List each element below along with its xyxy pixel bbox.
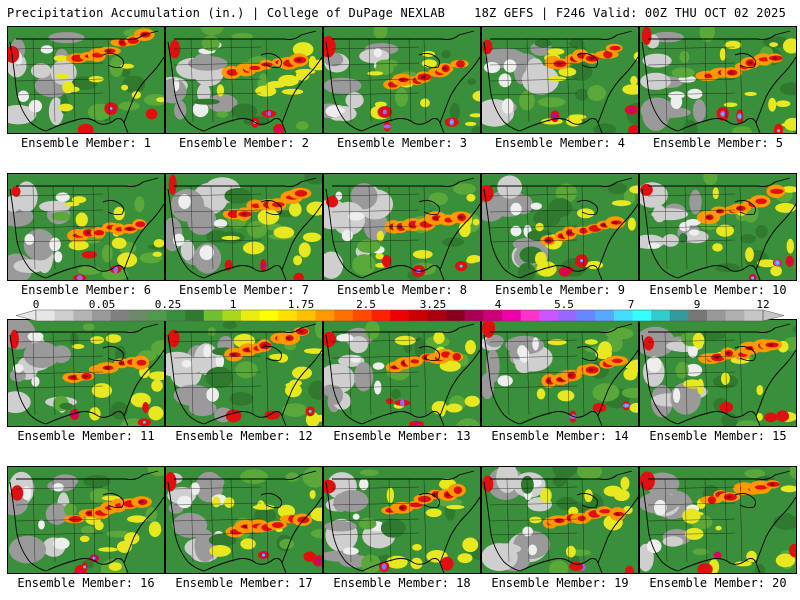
- ensemble-panel: Ensemble Member: 11: [7, 319, 165, 443]
- ensemble-panel: Ensemble Member: 20: [639, 466, 797, 590]
- precip-map: [481, 26, 639, 134]
- colorbar-tick-label: 1: [229, 298, 237, 311]
- ensemble-panel: Ensemble Member: 13: [323, 319, 481, 443]
- precip-map: [7, 26, 165, 134]
- colorbar-tick-label: 12: [756, 298, 770, 311]
- precip-map: [7, 319, 165, 427]
- ensemble-panel: Ensemble Member: 6: [7, 173, 165, 297]
- ensemble-panel: Ensemble Member: 2: [165, 26, 323, 150]
- precip-map: [7, 466, 165, 574]
- ensemble-member-label: Ensemble Member: 4: [494, 136, 626, 150]
- ensemble-panel: Ensemble Member: 3: [323, 26, 481, 150]
- ensemble-member-label: Ensemble Member: 17: [175, 576, 313, 590]
- ensemble-panel: Ensemble Member: 10: [639, 173, 797, 297]
- ensemble-panel: Ensemble Member: 1: [7, 26, 165, 150]
- ensemble-panel: Ensemble Member: 12: [165, 319, 323, 443]
- colorbar-tick-label: 1.75: [287, 298, 315, 311]
- colorbar-tick-label: 5.5: [554, 298, 574, 311]
- colorbar-tick-label: 7: [627, 298, 635, 311]
- ensemble-member-label: Ensemble Member: 14: [491, 429, 629, 443]
- ensemble-member-label: Ensemble Member: 16: [17, 576, 155, 590]
- ensemble-member-label: Ensemble Member: 13: [333, 429, 471, 443]
- ensemble-panel: Ensemble Member: 7: [165, 173, 323, 297]
- ensemble-panel: Ensemble Member: 5: [639, 26, 797, 150]
- ensemble-panel: Ensemble Member: 15: [639, 319, 797, 443]
- ensemble-member-label: Ensemble Member: 11: [17, 429, 155, 443]
- ensemble-member-label: Ensemble Member: 19: [491, 576, 629, 590]
- ensemble-member-label: Ensemble Member: 15: [649, 429, 787, 443]
- precip-map: [639, 26, 797, 134]
- ensemble-panel: Ensemble Member: 14: [481, 319, 639, 443]
- ensemble-member-label: Ensemble Member: 18: [333, 576, 471, 590]
- ensemble-member-label: Ensemble Member: 2: [178, 136, 310, 150]
- ensemble-panel: Ensemble Member: 18: [323, 466, 481, 590]
- precip-map: [639, 319, 797, 427]
- precip-map: [7, 173, 165, 281]
- ensemble-panel: Ensemble Member: 17: [165, 466, 323, 590]
- ensemble-member-label: Ensemble Member: 7: [178, 283, 310, 297]
- ensemble-panel: Ensemble Member: 8: [323, 173, 481, 297]
- ensemble-member-label: Ensemble Member: 8: [336, 283, 468, 297]
- ensemble-panel: Ensemble Member: 19: [481, 466, 639, 590]
- ensemble-panel: Ensemble Member: 16: [7, 466, 165, 590]
- precip-map: [481, 319, 639, 427]
- colorbar-strip: [15, 309, 785, 322]
- precip-map: [481, 466, 639, 574]
- colorbar-tick-label: 9: [693, 298, 701, 311]
- ensemble-panel: Ensemble Member: 9: [481, 173, 639, 297]
- ensemble-member-label: Ensemble Member: 20: [649, 576, 787, 590]
- precip-map: [165, 173, 323, 281]
- ensemble-member-label: Ensemble Member: 10: [649, 283, 787, 297]
- precip-map: [165, 466, 323, 574]
- precip-colorbar: 0 0.05 0.25 1 1.75 2.5 3.25 4 5.5 7 9 12: [0, 298, 800, 322]
- precip-map: [323, 319, 481, 427]
- ensemble-member-label: Ensemble Member: 5: [652, 136, 784, 150]
- colorbar-tick-label: 3.25: [419, 298, 447, 311]
- ensemble-panel: Ensemble Member: 4: [481, 26, 639, 150]
- precip-map: [323, 26, 481, 134]
- ensemble-member-label: Ensemble Member: 3: [336, 136, 468, 150]
- ensemble-member-label: Ensemble Member: 9: [494, 283, 626, 297]
- precip-map: [323, 173, 481, 281]
- colorbar-tick-label: 0: [32, 298, 40, 311]
- ensemble-member-label: Ensemble Member: 12: [175, 429, 313, 443]
- precip-map: [323, 466, 481, 574]
- precip-map: [481, 173, 639, 281]
- ensemble-member-label: Ensemble Member: 1: [20, 136, 152, 150]
- precip-map: [639, 173, 797, 281]
- colorbar-tick-label: 0.05: [88, 298, 116, 311]
- model-run-label: 18Z GEFS | F246 Valid: 00Z THU OCT 02 20…: [474, 6, 786, 20]
- precip-map: [165, 26, 323, 134]
- ensemble-member-label: Ensemble Member: 6: [20, 283, 152, 297]
- colorbar-tick-label: 2.5: [356, 298, 376, 311]
- colorbar-tick-label: 0.25: [154, 298, 182, 311]
- chart-title: Precipitation Accumulation (in.) | Colle…: [7, 6, 446, 20]
- colorbar-tick-label: 4: [494, 298, 502, 311]
- precip-map: [165, 319, 323, 427]
- precip-map: [639, 466, 797, 574]
